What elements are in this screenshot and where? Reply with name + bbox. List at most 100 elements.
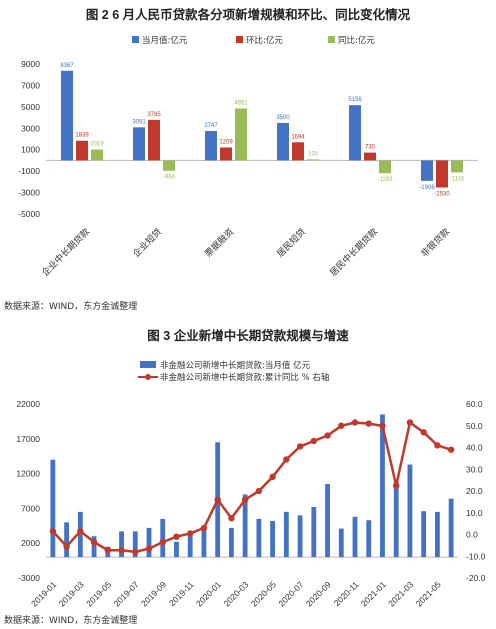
legend-swatch bbox=[132, 36, 139, 43]
x-tick-label: 2019-01 bbox=[29, 579, 58, 607]
bar bbox=[421, 160, 433, 181]
line-marker bbox=[255, 487, 263, 495]
bar bbox=[283, 511, 289, 558]
bar bbox=[160, 518, 166, 558]
bar bbox=[307, 159, 319, 161]
y-left-tick-label: 12000 bbox=[16, 469, 40, 479]
line-marker bbox=[296, 443, 304, 450]
line-marker bbox=[200, 524, 208, 532]
y-right-tick-label: 40.0 bbox=[466, 443, 483, 453]
x-tick-label: 2019-07 bbox=[112, 579, 141, 607]
category-label: 居民中长期贷款 bbox=[327, 226, 380, 279]
line-marker bbox=[447, 446, 455, 453]
bar bbox=[163, 160, 175, 171]
chart1-source: 数据来源：WIND，东方金诚整理 bbox=[4, 302, 138, 312]
x-tick-label: 2019-03 bbox=[57, 579, 86, 607]
bar bbox=[448, 498, 454, 558]
x-tick-label: 2020-01 bbox=[194, 579, 223, 607]
bar bbox=[205, 130, 217, 161]
line-marker bbox=[49, 528, 57, 535]
bar bbox=[325, 484, 330, 558]
line-marker bbox=[187, 530, 194, 537]
line-marker bbox=[90, 538, 98, 546]
data-label: 8367 bbox=[60, 63, 74, 69]
chart1: 当月值:亿元 环比:亿元 同比:亿元 9000 7000 5000 3000 1000 -100… bbox=[18, 35, 478, 279]
bar bbox=[61, 70, 73, 161]
legend-swatch bbox=[140, 361, 156, 368]
bar bbox=[277, 122, 289, 161]
bar bbox=[76, 140, 88, 161]
x-tick-label: 2020-11 bbox=[332, 579, 361, 607]
bar bbox=[146, 527, 152, 558]
y-right-tick-label: 60.0 bbox=[466, 399, 483, 409]
data-label: 4851 bbox=[234, 100, 248, 106]
line-marker bbox=[228, 514, 235, 522]
bar bbox=[366, 520, 372, 558]
legend-swatch bbox=[236, 36, 243, 43]
chart2-title: 图 3 企业新增中长期贷款规模与增速 bbox=[147, 329, 349, 343]
bar bbox=[407, 464, 413, 558]
x-tick-label: 2019-11 bbox=[167, 579, 196, 607]
y-right-tick-label: -20.0 bbox=[466, 573, 486, 583]
data-label: -1116 bbox=[450, 176, 465, 182]
line-marker bbox=[434, 442, 441, 449]
line-marker bbox=[159, 538, 166, 546]
y-right-tick-label: 0.0 bbox=[466, 530, 478, 540]
data-label: 1209 bbox=[219, 139, 233, 145]
y-tick-label: 3000 bbox=[21, 123, 40, 133]
y-left-tick-label: 22000 bbox=[16, 399, 40, 409]
line-marker bbox=[173, 533, 180, 540]
y-tick-label: -3000 bbox=[18, 188, 40, 198]
data-label: 3091 bbox=[132, 119, 146, 125]
data-label: 5156 bbox=[348, 97, 362, 103]
line-marker bbox=[365, 420, 372, 427]
bar bbox=[379, 160, 391, 174]
line-marker bbox=[132, 548, 139, 556]
bar bbox=[270, 520, 276, 558]
bar bbox=[187, 531, 193, 558]
bar bbox=[201, 529, 207, 558]
line-marker bbox=[351, 419, 359, 426]
legend-label: 同比:亿元 bbox=[338, 35, 375, 46]
line-marker bbox=[310, 437, 317, 445]
line-marker bbox=[241, 496, 249, 503]
bar bbox=[297, 515, 303, 558]
data-label: -1193 bbox=[378, 177, 394, 183]
x-tick-label: 2020-09 bbox=[304, 579, 333, 607]
bar bbox=[436, 160, 448, 188]
line-marker bbox=[214, 496, 221, 503]
legend-marker bbox=[145, 374, 151, 380]
bar bbox=[451, 160, 463, 173]
data-label: 1694 bbox=[291, 134, 305, 140]
bar bbox=[91, 536, 97, 558]
bar bbox=[349, 105, 361, 161]
y-left-tick-label: 17000 bbox=[16, 434, 40, 444]
data-label: 730 bbox=[365, 145, 376, 151]
bar bbox=[421, 511, 427, 558]
data-label: 100 bbox=[308, 151, 319, 157]
data-label: 1839 bbox=[75, 133, 89, 139]
growth-line bbox=[51, 420, 452, 554]
line-marker bbox=[118, 546, 125, 554]
bar bbox=[292, 142, 304, 161]
line-marker bbox=[283, 456, 290, 463]
line-marker bbox=[324, 432, 331, 439]
y-right-tick-label: 30.0 bbox=[466, 464, 483, 474]
line-marker bbox=[420, 429, 427, 436]
bar bbox=[338, 528, 344, 558]
bar bbox=[220, 147, 232, 161]
y-left-tick-label: -3000 bbox=[18, 573, 40, 583]
x-tick-label: 2021-03 bbox=[386, 579, 415, 607]
line-marker bbox=[406, 419, 414, 426]
y-tick-label: -5000 bbox=[18, 209, 40, 219]
line-marker bbox=[63, 543, 70, 550]
bar bbox=[242, 494, 248, 558]
line-marker bbox=[104, 546, 112, 554]
legend-swatch bbox=[328, 36, 335, 43]
legend-label: 环比:亿元 bbox=[246, 35, 283, 46]
data-label: -1906 bbox=[419, 185, 435, 191]
category-label: 企业中长期贷款 bbox=[39, 226, 92, 279]
category-label: 票据融资 bbox=[202, 226, 236, 260]
bar bbox=[228, 527, 234, 558]
